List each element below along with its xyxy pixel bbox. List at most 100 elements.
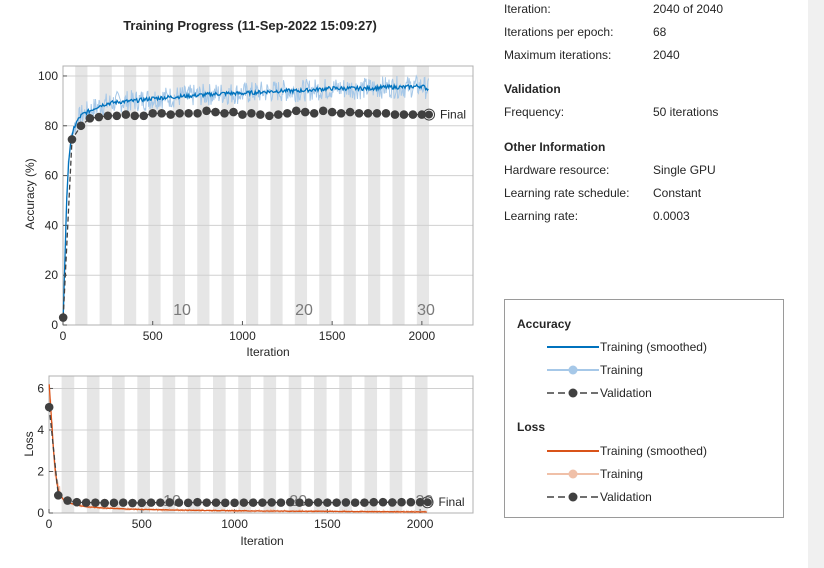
legend-box: Accuracy Training (smoothed) Training Va… bbox=[504, 299, 784, 518]
loss-final-label: Final bbox=[439, 495, 465, 509]
accuracy-validation-point bbox=[256, 110, 265, 119]
legend-loss-validation-marker bbox=[568, 492, 578, 502]
accuracy-validation-point bbox=[202, 106, 211, 116]
accuracy-ytick-label: 20 bbox=[45, 268, 59, 282]
training-progress-charts: Training Progress (11-Sep-2022 15:09:27)… bbox=[22, 18, 474, 548]
accuracy-validation-point bbox=[336, 109, 346, 118]
loss-ylabel: Loss bbox=[22, 431, 36, 456]
accuracy-validation-point bbox=[354, 109, 364, 118]
iterations-per-epoch-value: 68 bbox=[653, 25, 667, 39]
loss-epoch-band bbox=[112, 376, 125, 513]
loss-ytick-label: 6 bbox=[37, 381, 44, 395]
other-info-section-title: Other Information bbox=[504, 140, 606, 154]
accuracy-validation-point bbox=[363, 109, 373, 118]
legend-acc-smoothed: Training (smoothed) bbox=[600, 340, 707, 354]
accuracy-validation-point bbox=[399, 110, 409, 119]
legend-acc-validation-marker bbox=[568, 388, 578, 398]
loss-ytick-label: 2 bbox=[37, 464, 44, 478]
accuracy-epoch-band bbox=[294, 66, 308, 325]
loss-validation-point bbox=[406, 497, 416, 507]
loss-validation-point bbox=[285, 497, 295, 507]
loss-validation-point bbox=[183, 498, 193, 508]
loss-epoch-band bbox=[238, 376, 251, 513]
accuracy-ytick-label: 60 bbox=[45, 169, 59, 183]
accuracy-epoch-label: 20 bbox=[295, 302, 313, 319]
accuracy-validation-point bbox=[157, 109, 166, 118]
loss-validation-point bbox=[220, 498, 230, 508]
loss-validation-point bbox=[378, 497, 388, 507]
hardware-value: Single GPU bbox=[653, 163, 716, 177]
loss-validation-point bbox=[211, 498, 221, 507]
frequency-label: Frequency: bbox=[504, 105, 565, 119]
vertical-scrollbar[interactable] bbox=[808, 0, 824, 568]
loss-epoch-band bbox=[339, 376, 352, 513]
legend-swatches bbox=[547, 346, 599, 502]
legend-acc-training: Training bbox=[600, 363, 643, 377]
accuracy-validation-point bbox=[291, 106, 301, 116]
loss-validation-point bbox=[258, 498, 267, 507]
max-iterations-value: 2040 bbox=[653, 48, 680, 62]
accuracy-validation-point bbox=[211, 107, 220, 117]
loss-validation-point bbox=[146, 498, 156, 507]
accuracy-ylabel: Accuracy (%) bbox=[23, 158, 37, 229]
loss-epoch-band bbox=[162, 376, 176, 513]
accuracy-ytick-label: 40 bbox=[45, 218, 59, 232]
accuracy-epoch-band bbox=[99, 66, 112, 325]
loss-axes-frame bbox=[48, 375, 474, 514]
learning-rate-label: Learning rate: bbox=[504, 209, 579, 223]
loss-validation-point bbox=[174, 498, 184, 507]
loss-validation-point bbox=[44, 402, 54, 412]
accuracy-training-smoothed-line bbox=[62, 83, 429, 318]
loss-epoch-band bbox=[187, 376, 201, 513]
iteration-value: 2040 of 2040 bbox=[653, 2, 724, 16]
loss-validation-point bbox=[323, 498, 332, 507]
loss-ytick-label: 4 bbox=[37, 423, 44, 437]
accuracy-validation-point bbox=[166, 110, 175, 119]
accuracy-validation-point bbox=[238, 110, 247, 119]
loss-validation-point bbox=[397, 497, 406, 507]
accuracy-validation-point bbox=[130, 111, 140, 121]
loss-epoch-band bbox=[313, 376, 327, 513]
legend-acc-training-marker bbox=[568, 365, 578, 375]
loss-epoch-band bbox=[414, 376, 428, 513]
loss-ytick-label: 0 bbox=[37, 506, 44, 520]
loss-validation-point bbox=[341, 498, 351, 507]
accuracy-validation-point bbox=[247, 109, 256, 118]
accuracy-validation-point bbox=[103, 111, 113, 121]
accuracy-final-ring bbox=[423, 108, 436, 121]
loss-xtick-label: 2000 bbox=[407, 517, 434, 531]
loss-epoch-band bbox=[137, 376, 150, 513]
loss-xlabel: Iteration bbox=[240, 534, 283, 548]
max-iterations-label: Maximum iterations: bbox=[504, 48, 612, 62]
accuracy-validation-point bbox=[220, 109, 229, 118]
accuracy-validation-point bbox=[148, 109, 158, 118]
learning-rate-value: 0.0003 bbox=[653, 209, 690, 223]
accuracy-epoch-band bbox=[124, 66, 137, 325]
accuracy-epoch-band bbox=[221, 66, 234, 325]
loss-validation-point bbox=[63, 496, 72, 505]
loss-final-point bbox=[423, 498, 432, 507]
loss-xtick-label: 1500 bbox=[314, 517, 341, 531]
iterations-per-epoch-label: Iterations per epoch: bbox=[504, 25, 614, 39]
loss-epoch-band bbox=[263, 376, 277, 513]
loss-epoch-band bbox=[364, 376, 378, 513]
accuracy-final-label: Final bbox=[440, 108, 466, 122]
accuracy-xtick-label: 1000 bbox=[229, 329, 256, 343]
lr-schedule-value: Constant bbox=[653, 186, 702, 200]
loss-epoch-band bbox=[61, 376, 75, 513]
accuracy-epoch-band bbox=[368, 66, 381, 325]
loss-training-smoothed-line bbox=[48, 384, 427, 513]
loss-epoch-band bbox=[213, 376, 226, 513]
loss-epoch-band bbox=[86, 376, 100, 513]
loss-validation-point bbox=[202, 498, 212, 507]
loss-validation-point bbox=[53, 491, 63, 500]
loss-validation-point bbox=[81, 498, 91, 507]
legend-loss-training: Training bbox=[600, 467, 643, 481]
accuracy-validation-point bbox=[318, 106, 328, 116]
accuracy-validation-point bbox=[67, 135, 77, 144]
lr-schedule-label: Learning rate schedule: bbox=[504, 186, 630, 200]
loss-validation-point bbox=[91, 498, 100, 507]
loss-validation-point bbox=[128, 498, 137, 508]
accuracy-xtick-label: 0 bbox=[60, 329, 67, 343]
accuracy-validation-point bbox=[175, 109, 184, 118]
